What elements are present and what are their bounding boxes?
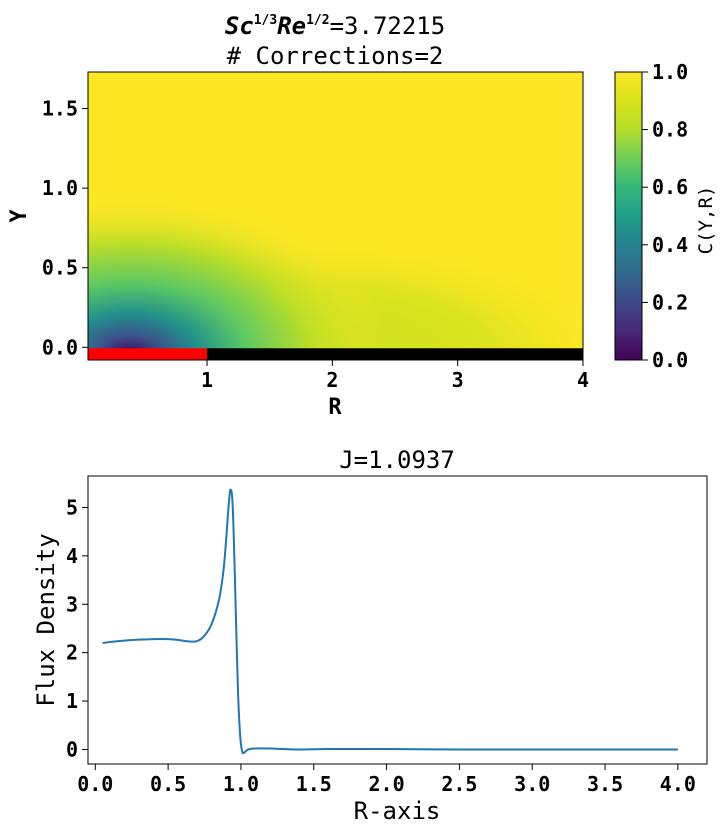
line-ytick-label: 3 [66,592,78,616]
heatmap-plot-area [88,72,583,360]
line-title: J=1.0937 [339,446,455,474]
colorbar-tick-label: 0.0 [652,348,688,372]
line-ytick-label: 1 [66,689,78,713]
heatmap-xtick-label: 2 [326,368,338,392]
line-xlabel: R-axis [354,797,441,825]
heatmap-axes: 1 2 3 4 0.0 0.5 1.0 1.5 [42,97,589,392]
colorbar-tick-label: 0.4 [652,233,688,257]
colorbar-tick-label: 0.8 [652,118,688,142]
line-xtick-label: 0.0 [77,772,113,796]
heatmap-ytick-label: 1.5 [42,97,78,121]
line-ylabel: Flux Density [32,533,60,706]
heatmap-frame [87,71,584,361]
heatmap-ylabel: Y [7,209,32,223]
line-xtick-label: 4.0 [660,772,696,796]
colorbar-tick-label: 1.0 [652,60,688,84]
boundary-layer [88,348,583,360]
line-axes: 0.0 0.5 1.0 1.5 2.0 2.5 3.0 3.5 4.0 0 1 2 3 4 5 [66,495,696,796]
heatmap-xtick-label: 1 [201,368,213,392]
line-xtick-label: 1.5 [296,772,332,796]
insulator-boundary [207,348,583,360]
heatmap-depletion-field [88,72,583,360]
line-xtick-label: 2.5 [441,772,477,796]
heatmap-xlabel: R [328,395,342,420]
heatmap-xtick-label: 3 [452,368,464,392]
line-ytick-label: 0 [66,737,78,761]
heatmap-xtick-label: 4 [577,368,589,392]
line-xtick-label: 3.5 [587,772,623,796]
line-xtick-label: 0.5 [150,772,186,796]
electrode-boundary [88,348,208,360]
heatmap-ytick-label: 0.0 [42,335,78,359]
line-plot-frame [87,475,708,765]
heatmap-ytick-label: 0.5 [42,256,78,280]
heatmap-subtitle: # Corrections=2 [227,42,444,70]
colorbar-tick-label: 0.2 [652,290,688,314]
heatmap-ytick-label: 1.0 [42,176,78,200]
colorbar-tick-label: 0.6 [652,175,688,199]
line-xtick-label: 2.0 [369,772,405,796]
colorbar-label: C(Y,R) [695,186,717,255]
line-ytick-label: 4 [66,544,78,568]
heatmap-title: Sc1/3Re1/2=3.72215 [225,12,445,40]
line-xtick-label: 3.0 [514,772,550,796]
line-xtick-label: 1.0 [223,772,259,796]
line-ytick-label: 5 [66,495,78,519]
colorbar-axis: 0.0 0.2 0.4 0.6 0.8 1.0 [642,60,688,372]
line-ytick-label: 2 [66,641,78,665]
colorbar [614,71,643,361]
flux-density-series [102,488,678,755]
